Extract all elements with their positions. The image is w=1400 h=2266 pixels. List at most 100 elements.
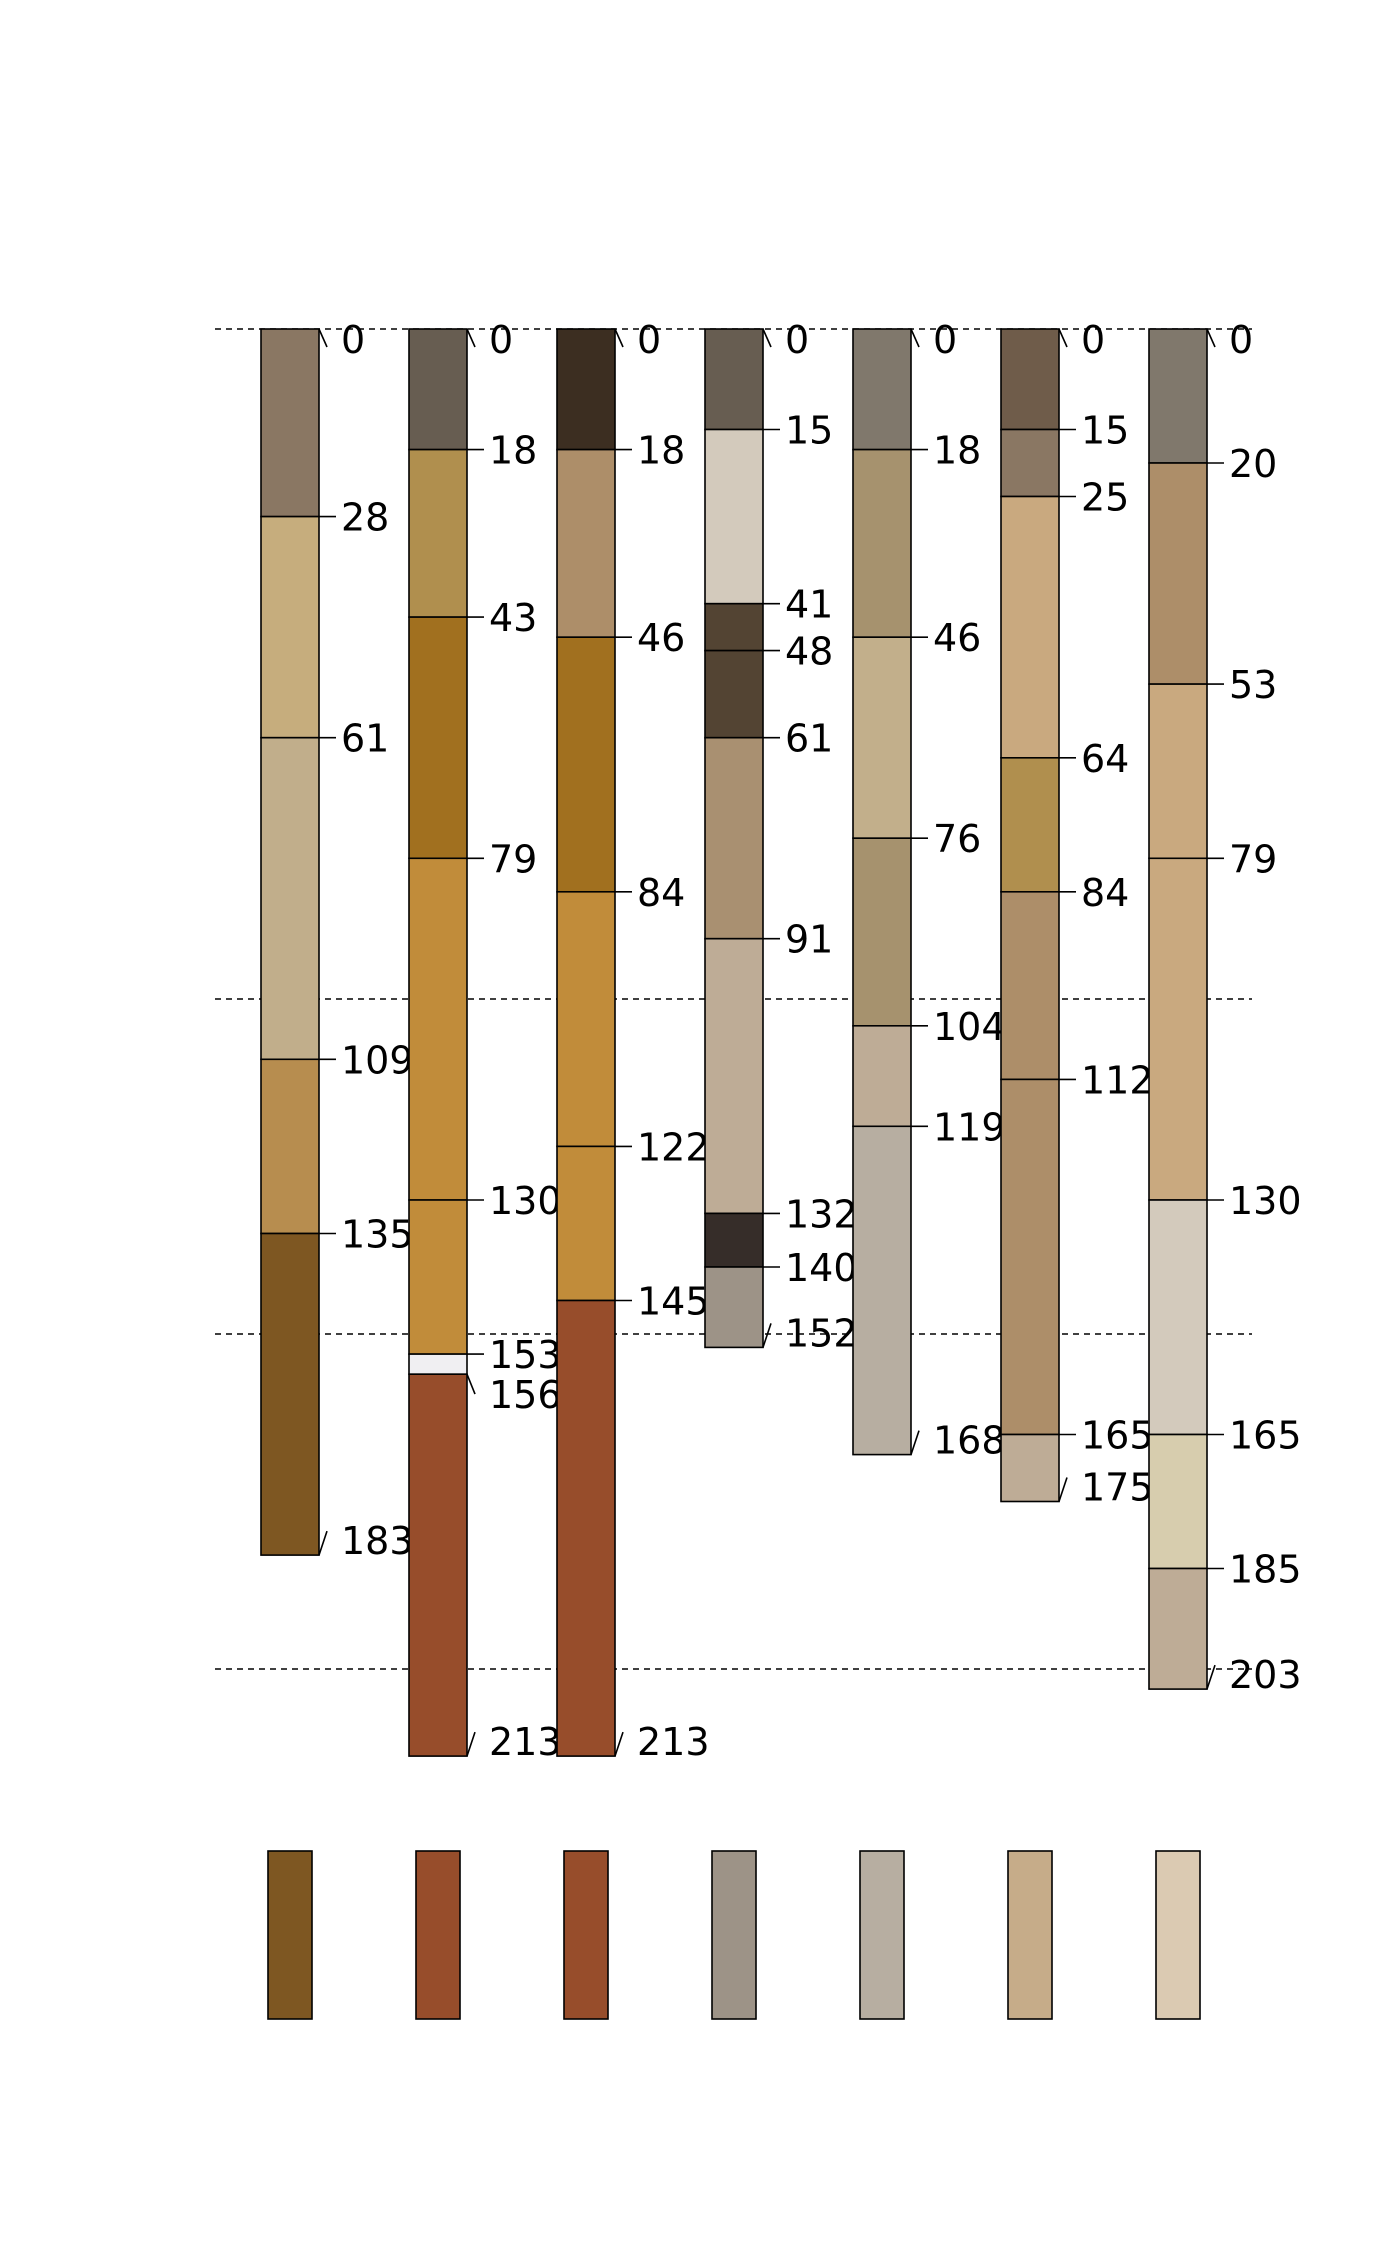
depth-label-5-4: 104 xyxy=(933,1005,1006,1049)
layer-4-8 xyxy=(704,1266,764,1349)
depth-leader-2-6 xyxy=(466,1373,476,1395)
depth-label-7-6: 185 xyxy=(1229,1548,1302,1592)
depth-label-1-5: 183 xyxy=(341,1519,414,1563)
layer-6-5 xyxy=(1000,890,1060,1081)
depth-label-4-4: 61 xyxy=(785,717,833,761)
layer-1-3 xyxy=(260,736,320,1061)
depth-label-2-1: 18 xyxy=(489,429,537,473)
depth-leader-6-7 xyxy=(1058,1477,1068,1502)
depth-label-4-2: 41 xyxy=(785,583,833,627)
depth-label-2-6: 156 xyxy=(489,1373,562,1417)
depth-label-5-3: 76 xyxy=(933,817,981,861)
swatch-1 xyxy=(267,1850,313,2020)
depth-label-2-7: 213 xyxy=(489,1720,562,1764)
depth-label-2-5: 153 xyxy=(489,1333,562,1377)
depth-label-1-2: 61 xyxy=(341,717,389,761)
depth-label-3-1: 18 xyxy=(637,429,685,473)
layer-7-4 xyxy=(1148,857,1208,1201)
layer-7-6 xyxy=(1148,1433,1208,1570)
layer-6-7 xyxy=(1000,1433,1060,1503)
layer-1-4 xyxy=(260,1058,320,1235)
layer-4-7 xyxy=(704,1212,764,1268)
depth-label-6-4: 84 xyxy=(1081,871,1129,915)
swatch-4 xyxy=(711,1850,757,2020)
depth-label-7-4: 130 xyxy=(1229,1179,1302,1223)
depth-label-4-3: 48 xyxy=(785,630,833,674)
depth-label-7-2: 53 xyxy=(1229,663,1277,707)
depth-label-3-2: 46 xyxy=(637,616,685,660)
depth-label-3-0: 0 xyxy=(637,318,661,362)
depth-label-5-2: 46 xyxy=(933,616,981,660)
depth-label-2-0: 0 xyxy=(489,318,513,362)
depth-label-3-5: 145 xyxy=(637,1280,710,1324)
swatch-2 xyxy=(415,1850,461,2020)
depth-leader-5-6 xyxy=(910,1430,920,1455)
depth-label-4-6: 132 xyxy=(785,1192,858,1236)
depth-label-6-1: 15 xyxy=(1081,409,1129,453)
depth-label-5-5: 119 xyxy=(933,1105,1006,1149)
layer-1-1 xyxy=(260,328,320,518)
depth-label-5-0: 0 xyxy=(933,318,957,362)
profile-7: 0 20 53 79 130 165 185 203 xyxy=(1148,318,1302,1697)
depth-label-3-3: 84 xyxy=(637,871,685,915)
layer-6-2 xyxy=(1000,428,1060,498)
depth-label-4-5: 91 xyxy=(785,918,833,962)
layer-3-4 xyxy=(556,890,616,1148)
swatch-6 xyxy=(1007,1850,1053,2020)
layer-5-4 xyxy=(852,837,912,1027)
depth-leader-2-0 xyxy=(466,328,476,348)
profile-3: 0 18 46 84 122 145 213 xyxy=(556,318,710,1764)
layer-2-5 xyxy=(408,1199,468,1355)
layer-3-3 xyxy=(556,636,616,893)
layer-4-4 xyxy=(704,649,764,739)
layer-5-3 xyxy=(852,636,912,840)
depth-label-7-1: 20 xyxy=(1229,442,1277,486)
depth-label-5-6: 168 xyxy=(933,1419,1006,1463)
depth-leader-2-7 xyxy=(466,1731,476,1757)
depth-leader-7-0 xyxy=(1206,328,1216,348)
layer-7-2 xyxy=(1148,462,1208,685)
depth-label-6-2: 25 xyxy=(1081,476,1129,520)
depth-label-6-5: 112 xyxy=(1081,1058,1154,1102)
layer-3-1 xyxy=(556,328,616,451)
depth-label-1-1: 28 xyxy=(341,496,389,540)
depth-label-7-0: 0 xyxy=(1229,318,1253,362)
depth-leader-1-5 xyxy=(318,1530,328,1556)
depth-label-2-3: 79 xyxy=(489,837,537,881)
layer-6-6 xyxy=(1000,1078,1060,1436)
layer-2-4 xyxy=(408,857,468,1201)
depth-label-3-6: 213 xyxy=(637,1720,710,1764)
depth-leader-5-0 xyxy=(910,328,920,348)
depth-label-1-0: 0 xyxy=(341,318,365,362)
layer-3-5 xyxy=(556,1145,616,1302)
depth-label-6-6: 165 xyxy=(1081,1414,1154,1458)
swatch-7 xyxy=(1155,1850,1201,2020)
layer-2-3 xyxy=(408,616,468,860)
layer-3-6 xyxy=(556,1299,616,1757)
layer-5-6 xyxy=(852,1125,912,1456)
layer-2-1 xyxy=(408,328,468,451)
layer-1-2 xyxy=(260,515,320,739)
depth-label-4-7: 140 xyxy=(785,1246,858,1290)
layer-1-5 xyxy=(260,1232,320,1556)
layer-5-2 xyxy=(852,448,912,639)
depth-leader-6-0 xyxy=(1058,328,1068,348)
depth-label-6-3: 64 xyxy=(1081,737,1129,781)
depth-label-1-4: 135 xyxy=(341,1213,414,1257)
depth-leader-3-6 xyxy=(614,1731,624,1757)
depth-leader-3-0 xyxy=(614,328,624,348)
layer-5-5 xyxy=(852,1025,912,1128)
layer-7-1 xyxy=(1148,328,1208,464)
layer-4-6 xyxy=(704,937,764,1215)
depth-label-7-5: 165 xyxy=(1229,1414,1302,1458)
layer-4-1 xyxy=(704,328,764,431)
swatch-3 xyxy=(563,1850,609,2020)
profile-5: 0 18 46 76 104 119 168 xyxy=(852,318,1006,1463)
depth-label-4-8: 152 xyxy=(785,1311,858,1355)
layer-2-2 xyxy=(408,448,468,618)
profile-6: 0 15 25 64 84 112 165 175 xyxy=(1000,318,1154,1510)
depth-leader-4-0 xyxy=(762,328,772,348)
depth-label-2-4: 130 xyxy=(489,1179,562,1223)
